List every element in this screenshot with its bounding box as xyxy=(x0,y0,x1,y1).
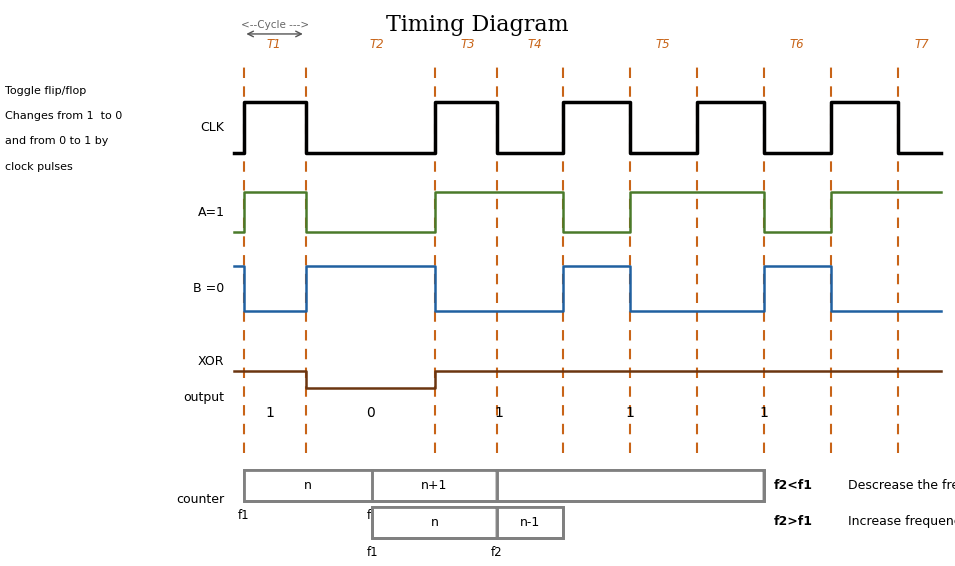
Text: and from 0 to 1 by: and from 0 to 1 by xyxy=(5,136,108,147)
Text: n-1: n-1 xyxy=(520,516,541,529)
Text: T5: T5 xyxy=(655,38,670,51)
Text: counter: counter xyxy=(177,493,224,505)
Text: 1: 1 xyxy=(759,406,769,420)
Bar xyxy=(372,507,563,538)
Text: n: n xyxy=(431,516,438,529)
Text: T6: T6 xyxy=(789,38,804,51)
Text: T4: T4 xyxy=(527,38,542,51)
Text: n+1: n+1 xyxy=(421,479,448,492)
Bar xyxy=(244,470,764,501)
Text: f2: f2 xyxy=(491,546,502,559)
Text: output: output xyxy=(183,391,224,404)
Text: Toggle flip/flop: Toggle flip/flop xyxy=(5,85,86,96)
Text: 1: 1 xyxy=(626,406,635,420)
Text: XOR: XOR xyxy=(198,355,224,368)
Text: clock pulses: clock pulses xyxy=(5,162,73,172)
Text: T2: T2 xyxy=(370,38,385,51)
Text: T7: T7 xyxy=(914,38,929,51)
Text: A=1: A=1 xyxy=(198,206,224,218)
Bar xyxy=(245,471,371,500)
Text: Timing Diagram: Timing Diagram xyxy=(386,14,569,36)
Text: Descrease the frequency: Descrease the frequency xyxy=(836,479,955,491)
Text: CLK: CLK xyxy=(201,121,224,134)
Bar xyxy=(244,470,764,501)
Text: f2<f1: f2<f1 xyxy=(774,479,813,491)
Text: f1: f1 xyxy=(238,509,249,522)
Text: f2>f1: f2>f1 xyxy=(774,516,813,528)
Text: 1: 1 xyxy=(265,406,274,420)
Text: f1: f1 xyxy=(367,546,378,559)
Text: Changes from 1  to 0: Changes from 1 to 0 xyxy=(5,111,122,121)
Text: T3: T3 xyxy=(460,38,476,51)
Bar xyxy=(499,508,562,537)
Text: B =0: B =0 xyxy=(193,282,224,295)
Text: Increase frequency: Increase frequency xyxy=(836,516,955,528)
Text: 0: 0 xyxy=(366,406,374,420)
Text: f2: f2 xyxy=(367,509,378,522)
Bar xyxy=(372,507,563,538)
Bar xyxy=(374,508,495,537)
Text: 1: 1 xyxy=(495,406,503,420)
Text: <--Cycle --->: <--Cycle ---> xyxy=(241,20,309,30)
Text: T1: T1 xyxy=(266,38,282,51)
Bar xyxy=(499,471,762,500)
Text: n: n xyxy=(304,479,312,492)
Bar xyxy=(374,471,495,500)
